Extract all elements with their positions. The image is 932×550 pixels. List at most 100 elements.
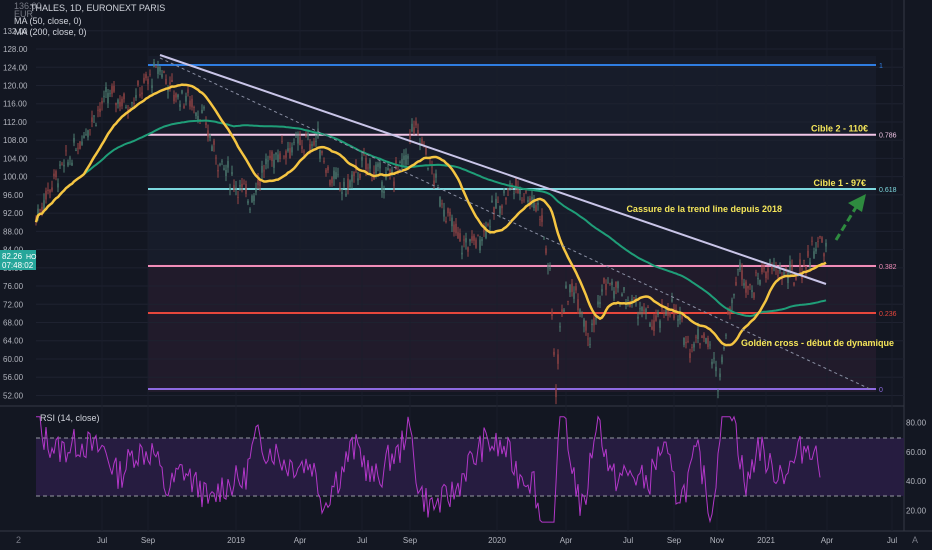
candle-body bbox=[139, 94, 141, 96]
candle-body bbox=[699, 343, 701, 346]
candle-body bbox=[337, 174, 339, 176]
candle-body bbox=[507, 187, 509, 190]
candle-body bbox=[289, 148, 291, 159]
candle-body bbox=[771, 264, 773, 270]
candle-body bbox=[97, 109, 99, 111]
candle-body bbox=[761, 267, 763, 273]
ma200-line bbox=[35, 119, 827, 318]
moving-averages bbox=[34, 83, 827, 347]
candle-body bbox=[119, 101, 121, 107]
candle-body bbox=[105, 86, 107, 92]
candle-body bbox=[815, 249, 817, 252]
symbol-title[interactable]: THALES, 1D, EURONEXT PARIS bbox=[30, 3, 165, 13]
y-tick-label: 68.00 bbox=[3, 319, 24, 328]
candle-body bbox=[647, 307, 649, 308]
candle-body bbox=[223, 168, 225, 170]
candle-body bbox=[585, 320, 587, 331]
y-tick-label: 112.00 bbox=[3, 118, 27, 127]
last-price-time: 07:48:02 bbox=[2, 261, 34, 270]
candle-body bbox=[641, 307, 643, 311]
bottom-left-label[interactable]: 2 bbox=[16, 535, 21, 545]
candle-body bbox=[563, 309, 565, 312]
candle-body bbox=[719, 373, 721, 378]
candle-body bbox=[335, 172, 337, 179]
candle-body bbox=[485, 228, 487, 239]
candle-body bbox=[293, 142, 295, 143]
candle-body bbox=[811, 240, 813, 242]
candle-body bbox=[347, 178, 349, 189]
candle-body bbox=[461, 252, 463, 255]
candle-body bbox=[233, 185, 235, 190]
candle-body bbox=[47, 189, 49, 191]
candle-body bbox=[171, 79, 173, 82]
candle-body bbox=[331, 177, 333, 184]
candle-body bbox=[207, 130, 209, 138]
candle-body bbox=[805, 266, 807, 270]
rsi-legend[interactable]: RSI (14, close) bbox=[40, 413, 100, 423]
annotation-label: Cible 1 - 97€ bbox=[813, 178, 866, 188]
candle-body bbox=[145, 74, 147, 79]
candle-body bbox=[91, 117, 93, 122]
candle-body bbox=[765, 271, 767, 279]
candle-body bbox=[617, 281, 619, 289]
candle-body bbox=[255, 189, 257, 193]
candle-body bbox=[81, 141, 83, 145]
candle-body bbox=[109, 93, 111, 95]
candle-body bbox=[237, 196, 239, 198]
annotation-label: Cassure de la trend line depuis 2018 bbox=[626, 204, 782, 214]
candle-body bbox=[663, 312, 665, 313]
rsi-tick-label: 80.00 bbox=[906, 419, 927, 428]
candle-body bbox=[253, 195, 255, 202]
candle-body bbox=[319, 149, 321, 159]
candle-body bbox=[539, 218, 541, 220]
candle-body bbox=[307, 132, 309, 137]
candle-body bbox=[467, 247, 469, 252]
candle-body bbox=[367, 167, 369, 169]
candle-body bbox=[543, 237, 545, 239]
candle-body bbox=[631, 298, 633, 303]
dashed-trend-line[interactable] bbox=[159, 57, 873, 391]
candle-body bbox=[389, 169, 391, 176]
candle-body bbox=[475, 239, 477, 248]
candle-body bbox=[393, 181, 395, 187]
candle-body bbox=[43, 200, 45, 211]
candle-body bbox=[123, 93, 125, 100]
candle-body bbox=[361, 156, 363, 161]
candle-body bbox=[609, 283, 611, 284]
candle-body bbox=[449, 211, 451, 216]
candle-body bbox=[671, 299, 673, 302]
candle-body bbox=[789, 261, 791, 272]
candle-body bbox=[149, 73, 151, 75]
candle-body bbox=[433, 180, 435, 186]
ma200-legend[interactable]: MA (200, close, 0) bbox=[14, 27, 87, 37]
candle-body bbox=[269, 155, 271, 159]
candle-body bbox=[121, 98, 123, 107]
candle-body bbox=[589, 344, 591, 346]
candle-body bbox=[379, 162, 381, 169]
candle-body bbox=[567, 301, 569, 302]
candle-body bbox=[659, 320, 661, 328]
auto-scale-button[interactable]: A bbox=[912, 535, 918, 545]
candle-body bbox=[517, 187, 519, 194]
candle-body bbox=[709, 344, 711, 346]
candle-body bbox=[591, 323, 593, 326]
candle-body bbox=[509, 183, 511, 184]
candle-body bbox=[741, 270, 743, 280]
candle-body bbox=[541, 215, 543, 222]
candle-body bbox=[777, 275, 779, 277]
candle-body bbox=[89, 129, 91, 131]
fib-retracement[interactable]: 1 0.786 0.618 0.382 0.236 0 bbox=[148, 63, 897, 394]
candle-body bbox=[495, 198, 497, 209]
candle-body bbox=[111, 86, 113, 94]
x-tick-label: 2020 bbox=[488, 536, 506, 545]
candle-body bbox=[301, 146, 303, 149]
candle-body bbox=[799, 259, 801, 268]
candle-body bbox=[645, 308, 647, 313]
candle-body bbox=[705, 338, 707, 344]
candle-body bbox=[725, 334, 727, 336]
ma50-legend[interactable]: MA (50, close, 0) bbox=[14, 16, 82, 26]
descending-trend-line[interactable] bbox=[159, 54, 827, 285]
fib-level-label: 0 bbox=[879, 387, 883, 394]
candle-body bbox=[583, 319, 585, 327]
